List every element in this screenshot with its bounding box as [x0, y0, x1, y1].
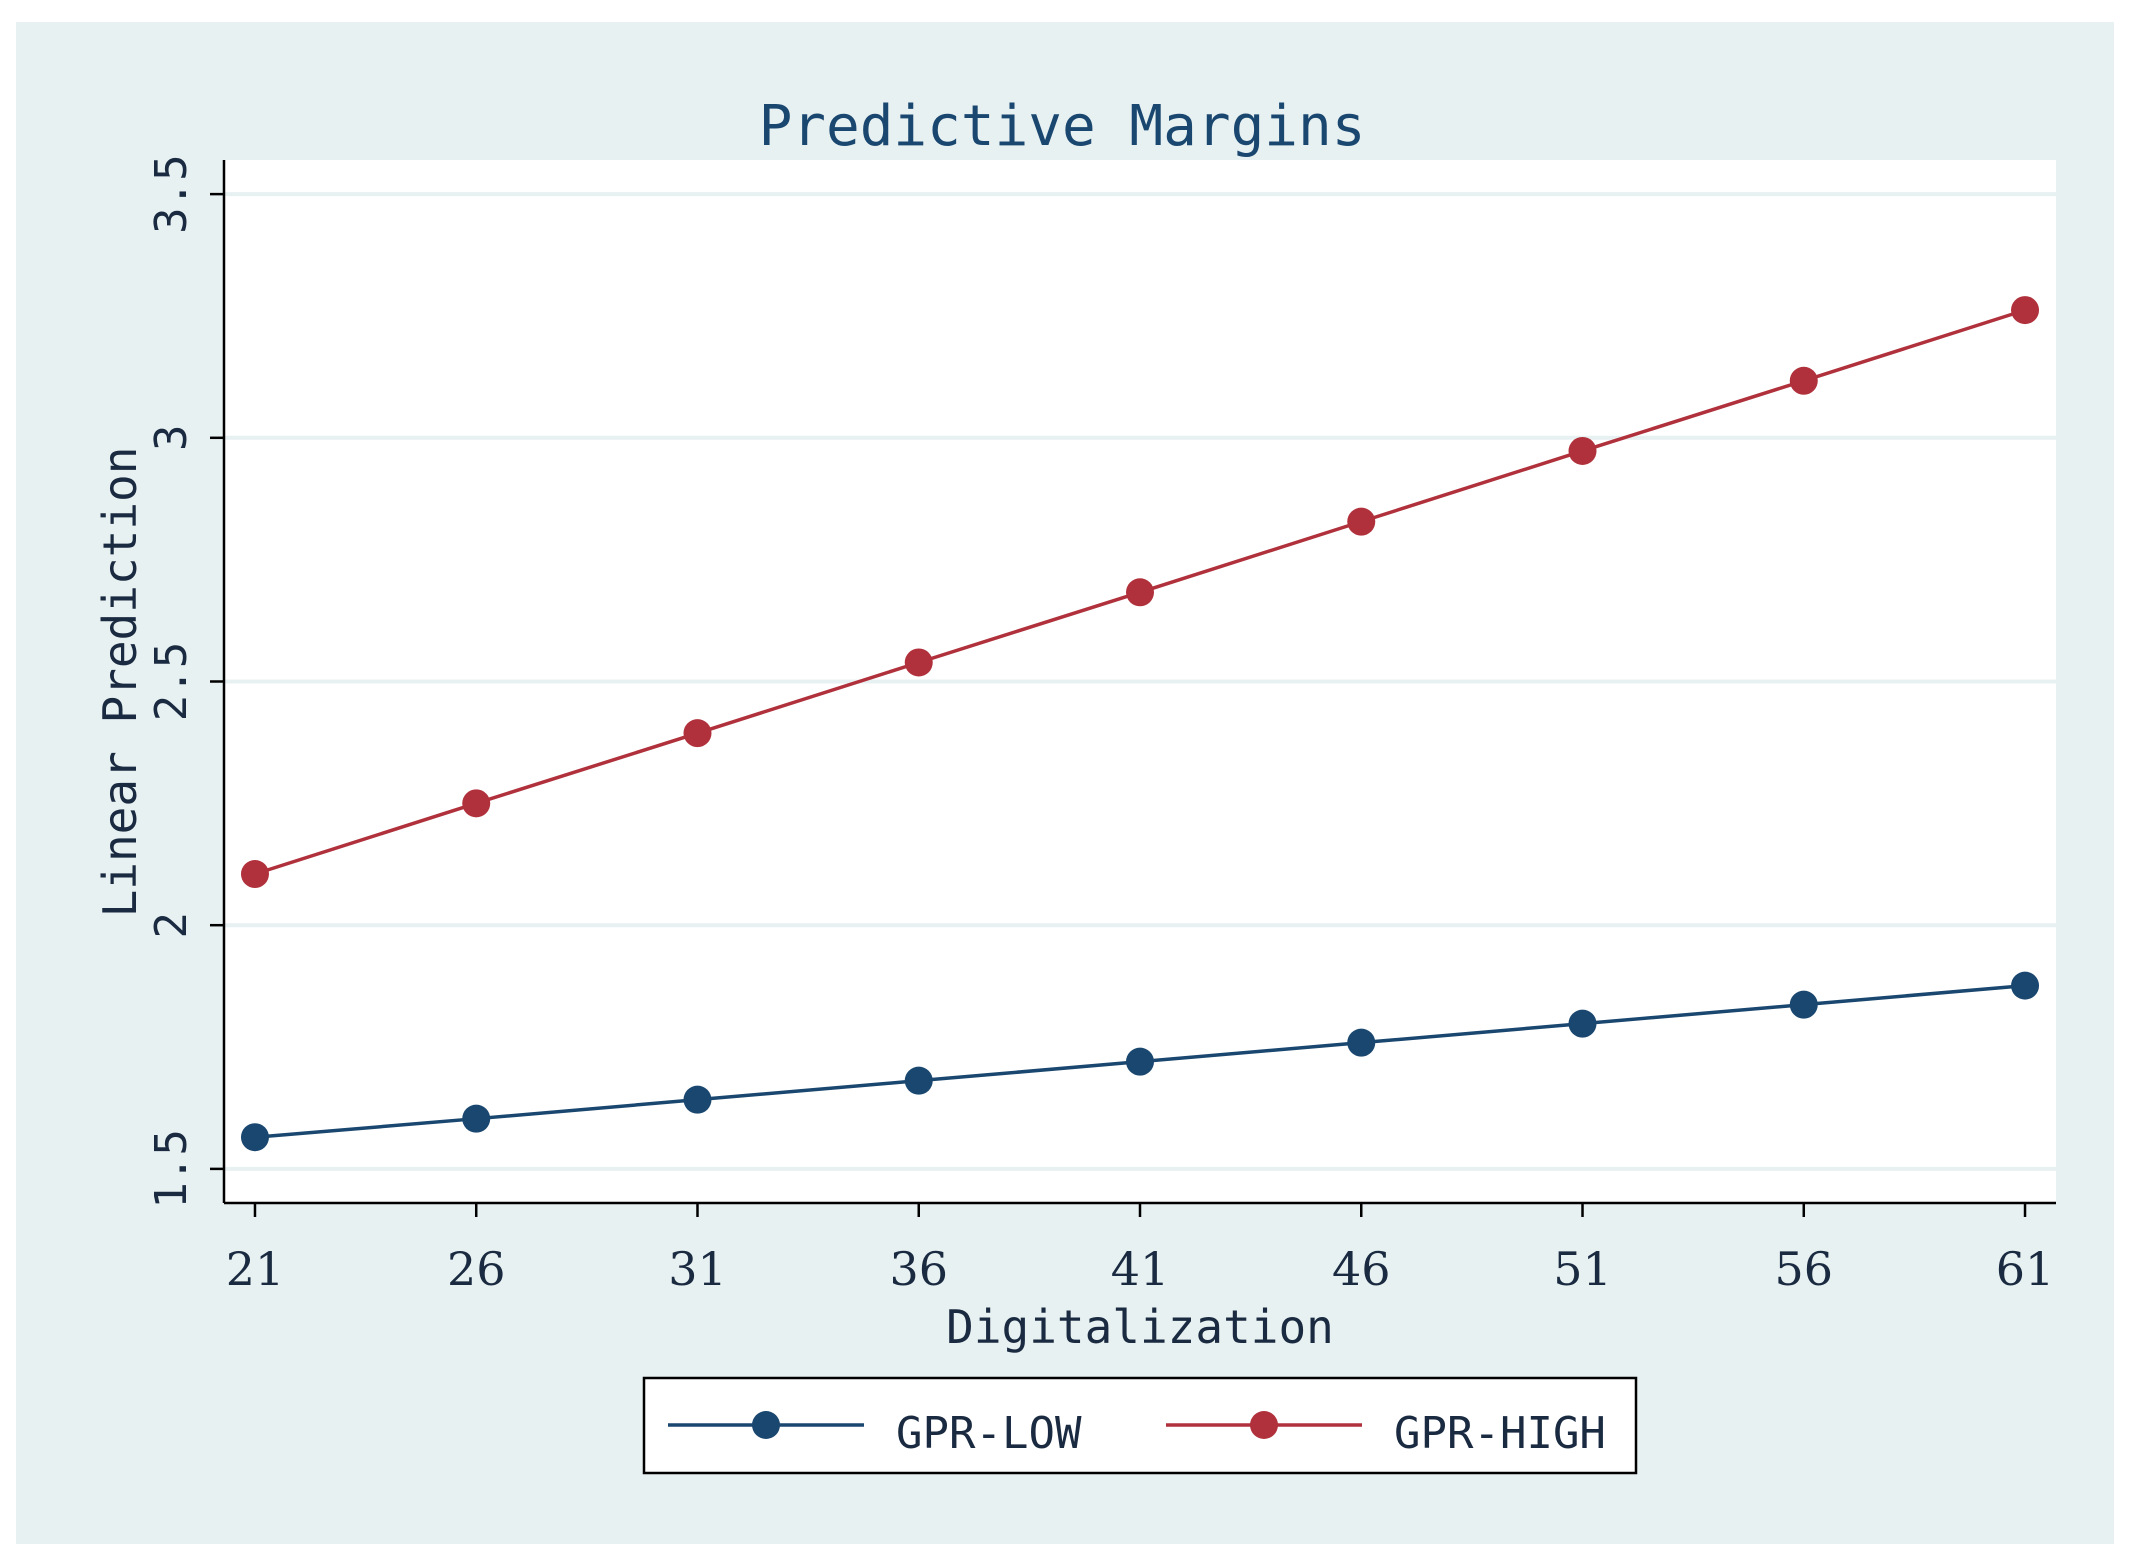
data-point-gpr-high [240, 860, 269, 889]
data-point-gpr-low [1347, 1028, 1376, 1057]
x-tick-label: 51 [1553, 1242, 1612, 1296]
x-axis-label: Digitalization [946, 1300, 1334, 1354]
y-tick-label: 3.5 [146, 154, 197, 233]
data-point-gpr-low [683, 1085, 712, 1114]
axis-ticks: 1.5 2 2.5 3 3.5 21 26 31 36 41 46 51 56 61 [146, 154, 2054, 1296]
x-tick-label: 46 [1332, 1242, 1391, 1296]
data-point-gpr-low [1789, 990, 1818, 1019]
data-point-gpr-high [1347, 507, 1376, 536]
data-point-gpr-high [1568, 436, 1597, 465]
legend-marker-gpr-low [752, 1411, 780, 1439]
x-tick-label: 41 [1111, 1242, 1170, 1296]
legend: GPR-LOW GPR-HIGH [642, 1376, 1638, 1475]
y-tick-label: 2.5 [146, 642, 197, 721]
data-point-gpr-low [240, 1123, 269, 1152]
y-tick-label: 3 [146, 425, 197, 452]
data-point-gpr-high [1126, 578, 1154, 607]
data-point-gpr-low [904, 1066, 933, 1095]
data-point-gpr-high [2011, 296, 2040, 325]
y-axis-label: Linear Prediction [93, 447, 147, 918]
data-point-gpr-high [683, 719, 712, 748]
y-tick-label: 2 [146, 912, 197, 939]
series [240, 296, 2040, 1152]
x-tick-label: 36 [889, 1242, 948, 1296]
x-tick-label: 56 [1774, 1242, 1833, 1296]
x-tick-label: 61 [1996, 1242, 2055, 1296]
legend-label-gpr-low: GPR-LOW [896, 1408, 1082, 1459]
data-point-gpr-high [904, 648, 933, 677]
data-point-gpr-high [462, 789, 491, 818]
x-tick-label: 21 [226, 1242, 285, 1296]
x-tick-label: 26 [447, 1242, 506, 1296]
data-point-gpr-low [1126, 1047, 1154, 1076]
data-point-gpr-low [2011, 971, 2040, 1000]
data-point-gpr-low [462, 1104, 491, 1133]
legend-label-gpr-high: GPR-HIGH [1394, 1408, 1606, 1459]
x-tick-label: 31 [668, 1242, 727, 1296]
legend-marker-gpr-high [1250, 1411, 1278, 1439]
y-tick-label: 1.5 [146, 1129, 197, 1208]
data-point-gpr-high [1789, 366, 1818, 395]
grid-lines [224, 192, 2056, 1171]
chart-title: Predictive Margins [759, 94, 1366, 159]
data-point-gpr-low [1568, 1009, 1597, 1038]
